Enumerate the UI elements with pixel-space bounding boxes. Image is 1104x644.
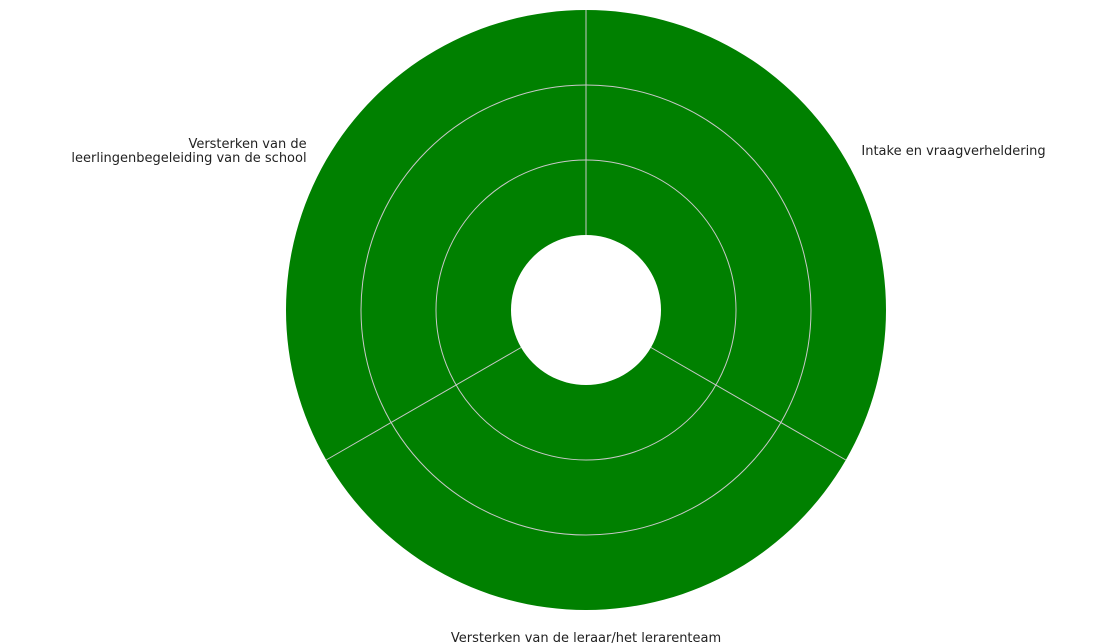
ring-2-segment-3 bbox=[361, 85, 586, 423]
category-label-3-line-2: leerlingenbegeleiding van de school bbox=[71, 151, 306, 166]
segment-divider-2 bbox=[650, 347, 847, 461]
ring-1-segment-1 bbox=[586, 160, 737, 385]
category-label-2: Versterken van de leraar/het lerarenteam bbox=[451, 631, 721, 644]
category-label-1-line-1: Intake en vraagverheldering bbox=[861, 144, 1045, 159]
ring-2-segment-1 bbox=[586, 85, 812, 423]
ring-1-segment-3 bbox=[435, 160, 586, 385]
category-label-2-line-1: Versterken van de leraar/het lerarenteam bbox=[451, 631, 721, 644]
divider-layer bbox=[325, 10, 847, 536]
ring-1-segment-2 bbox=[456, 347, 716, 460]
label-layer: Intake en vraagverheldering Versterken va… bbox=[71, 137, 1045, 644]
category-label-3: Versterken van de leerlingenbegeleiding v… bbox=[71, 137, 306, 166]
segment-divider-3 bbox=[325, 347, 522, 461]
ring-3-segment-3 bbox=[286, 10, 586, 460]
category-label-3-line-1: Versterken van de bbox=[188, 137, 306, 152]
ring-3-segment-2 bbox=[326, 422, 846, 610]
category-label-1: Intake en vraagverheldering bbox=[861, 144, 1045, 159]
ring-3-segment-1 bbox=[586, 10, 886, 460]
